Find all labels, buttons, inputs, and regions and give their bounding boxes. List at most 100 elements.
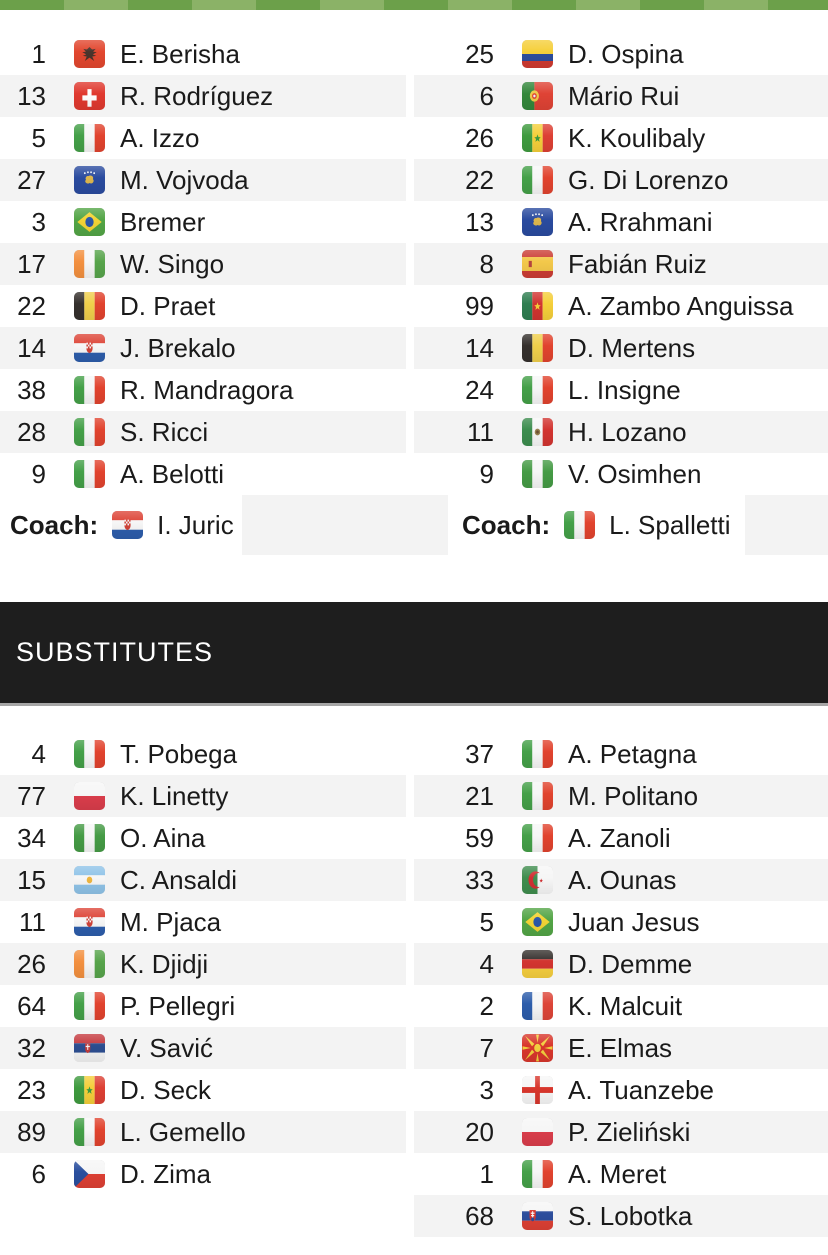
player-row[interactable]: 28 S. Ricci <box>0 411 406 453</box>
player-row[interactable]: 24 L. Insigne <box>414 369 828 411</box>
player-number: 1 <box>479 1158 494 1189</box>
player-number: 64 <box>17 990 46 1021</box>
coach-name: I. Juric <box>157 509 234 540</box>
flag-belgium-icon <box>522 334 553 362</box>
player-row[interactable]: 22 D. Praet <box>0 285 406 327</box>
player-row[interactable]: 4 D. Demme <box>414 943 828 985</box>
flag-france-icon <box>522 992 553 1020</box>
player-number: 11 <box>19 906 46 937</box>
home-coach-cell: Coach: I. Juric <box>0 495 406 555</box>
player-row[interactable]: 6 Mário Rui <box>414 75 828 117</box>
player-row[interactable]: 14 J. Brekalo <box>0 327 406 369</box>
player-row[interactable]: 4 T. Pobega <box>0 733 406 775</box>
flag-serbia-icon <box>74 1034 105 1062</box>
flag-kosovo-icon <box>74 166 105 194</box>
player-row[interactable]: 59 A. Zanoli <box>414 817 828 859</box>
player-row[interactable]: 11 H. Lozano <box>414 411 828 453</box>
player-name: D. Praet <box>120 290 216 321</box>
player-row[interactable]: 33 A. Ounas <box>414 859 828 901</box>
player-row[interactable]: 2 K. Malcuit <box>414 985 828 1027</box>
player-row[interactable]: 34 O. Aina <box>0 817 406 859</box>
player-row[interactable]: 13 R. Rodríguez <box>0 75 406 117</box>
flag-mexico-icon <box>522 418 553 446</box>
flag-italy-icon <box>522 782 553 810</box>
home-lineup-column: 1 E. Berisha 13 R. Rodríguez 5 A. Izzo 27 M. Vo… <box>0 33 406 495</box>
player-row[interactable]: 1 E. Berisha <box>0 33 406 75</box>
player-number: 33 <box>465 864 494 895</box>
flag-germany-icon <box>522 950 553 978</box>
player-row[interactable]: 7 E. Elmas <box>414 1027 828 1069</box>
player-row[interactable]: 17 W. Singo <box>0 243 406 285</box>
player-row[interactable]: 27 M. Vojvoda <box>0 159 406 201</box>
player-name: T. Pobega <box>120 738 238 769</box>
player-row[interactable]: 5 Juan Jesus <box>414 901 828 943</box>
player-name: A. Zambo Anguissa <box>568 290 794 321</box>
player-row[interactable]: 38 R. Mandragora <box>0 369 406 411</box>
player-row[interactable]: 68 S. Lobotka <box>414 1195 828 1237</box>
flag-italy-icon <box>74 460 105 488</box>
player-row[interactable]: 6 D. Zima <box>0 1153 406 1195</box>
flag-italy-icon <box>74 124 105 152</box>
player-row[interactable]: 15 C. Ansaldi <box>0 859 406 901</box>
flag-cameroon-icon <box>522 292 553 320</box>
player-number: 4 <box>31 738 46 769</box>
player-number: 38 <box>17 374 46 405</box>
player-row[interactable]: 23 D. Seck <box>0 1069 406 1111</box>
player-number: 17 <box>17 248 46 279</box>
player-row[interactable]: 26 K. Koulibaly <box>414 117 828 159</box>
player-row[interactable]: 3 A. Tuanzebe <box>414 1069 828 1111</box>
substitutes-section: 4 T. Pobega 77 K. Linetty 34 O. Aina 15 C. Ansa… <box>0 733 828 1237</box>
coach-name: L. Spalletti <box>609 509 731 540</box>
flag-poland-icon <box>74 782 105 810</box>
player-row[interactable]: 21 M. Politano <box>414 775 828 817</box>
player-name: K. Linetty <box>120 780 229 811</box>
player-number: 14 <box>465 332 494 363</box>
player-row[interactable]: 37 A. Petagna <box>414 733 828 775</box>
coach-info[interactable]: Coach: L. Spalletti <box>448 495 745 555</box>
player-row[interactable]: 89 L. Gemello <box>0 1111 406 1153</box>
player-row[interactable]: 32 V. Savić <box>0 1027 406 1069</box>
player-row[interactable]: 9 V. Osimhen <box>414 453 828 495</box>
player-name: A. Ounas <box>568 864 677 895</box>
player-number: 32 <box>17 1032 46 1063</box>
player-number: 59 <box>465 822 494 853</box>
player-row[interactable]: 22 G. Di Lorenzo <box>414 159 828 201</box>
player-row[interactable]: 5 A. Izzo <box>0 117 406 159</box>
player-number: 99 <box>465 290 494 321</box>
flag-slovakia-icon <box>522 1202 553 1230</box>
player-row[interactable]: 20 P. Zieliński <box>414 1111 828 1153</box>
flag-belgium-icon <box>74 292 105 320</box>
coach-band: Coach: I. Juric Coach: L. Spalletti <box>0 495 828 555</box>
player-row[interactable]: 9 A. Belotti <box>0 453 406 495</box>
player-row[interactable]: 1 A. Meret <box>414 1153 828 1195</box>
player-row[interactable]: 3 Bremer <box>0 201 406 243</box>
player-row[interactable]: 26 K. Djidji <box>0 943 406 985</box>
player-row[interactable]: 25 D. Ospina <box>414 33 828 75</box>
player-name: Juan Jesus <box>568 906 700 937</box>
player-row[interactable]: 64 P. Pellegri <box>0 985 406 1027</box>
player-name: H. Lozano <box>568 416 687 447</box>
player-number: 26 <box>465 122 494 153</box>
player-row[interactable]: 11 M. Pjaca <box>0 901 406 943</box>
player-row[interactable]: 99 A. Zambo Anguissa <box>414 285 828 327</box>
flag-italy-icon <box>522 1160 553 1188</box>
player-row[interactable]: 13 A. Rrahmani <box>414 201 828 243</box>
flag-north-macedonia-icon <box>522 1034 553 1062</box>
player-row[interactable]: 8 Fabián Ruiz <box>414 243 828 285</box>
player-name: D. Demme <box>568 948 693 979</box>
player-name: V. Savić <box>120 1032 213 1063</box>
player-number: 3 <box>31 206 46 237</box>
player-name: A. Meret <box>568 1158 667 1189</box>
flag-colombia-icon <box>522 40 553 68</box>
player-number: 20 <box>465 1116 494 1147</box>
flag-albania-icon <box>74 40 105 68</box>
player-number: 14 <box>17 332 46 363</box>
player-row[interactable]: 77 K. Linetty <box>0 775 406 817</box>
player-number: 13 <box>465 206 494 237</box>
coach-info[interactable]: Coach: I. Juric <box>0 495 242 555</box>
player-number: 8 <box>479 248 494 279</box>
player-number: 2 <box>479 990 494 1021</box>
player-row[interactable]: 14 D. Mertens <box>414 327 828 369</box>
flag-nigeria-icon <box>74 824 105 852</box>
flag-italy-icon <box>522 376 553 404</box>
